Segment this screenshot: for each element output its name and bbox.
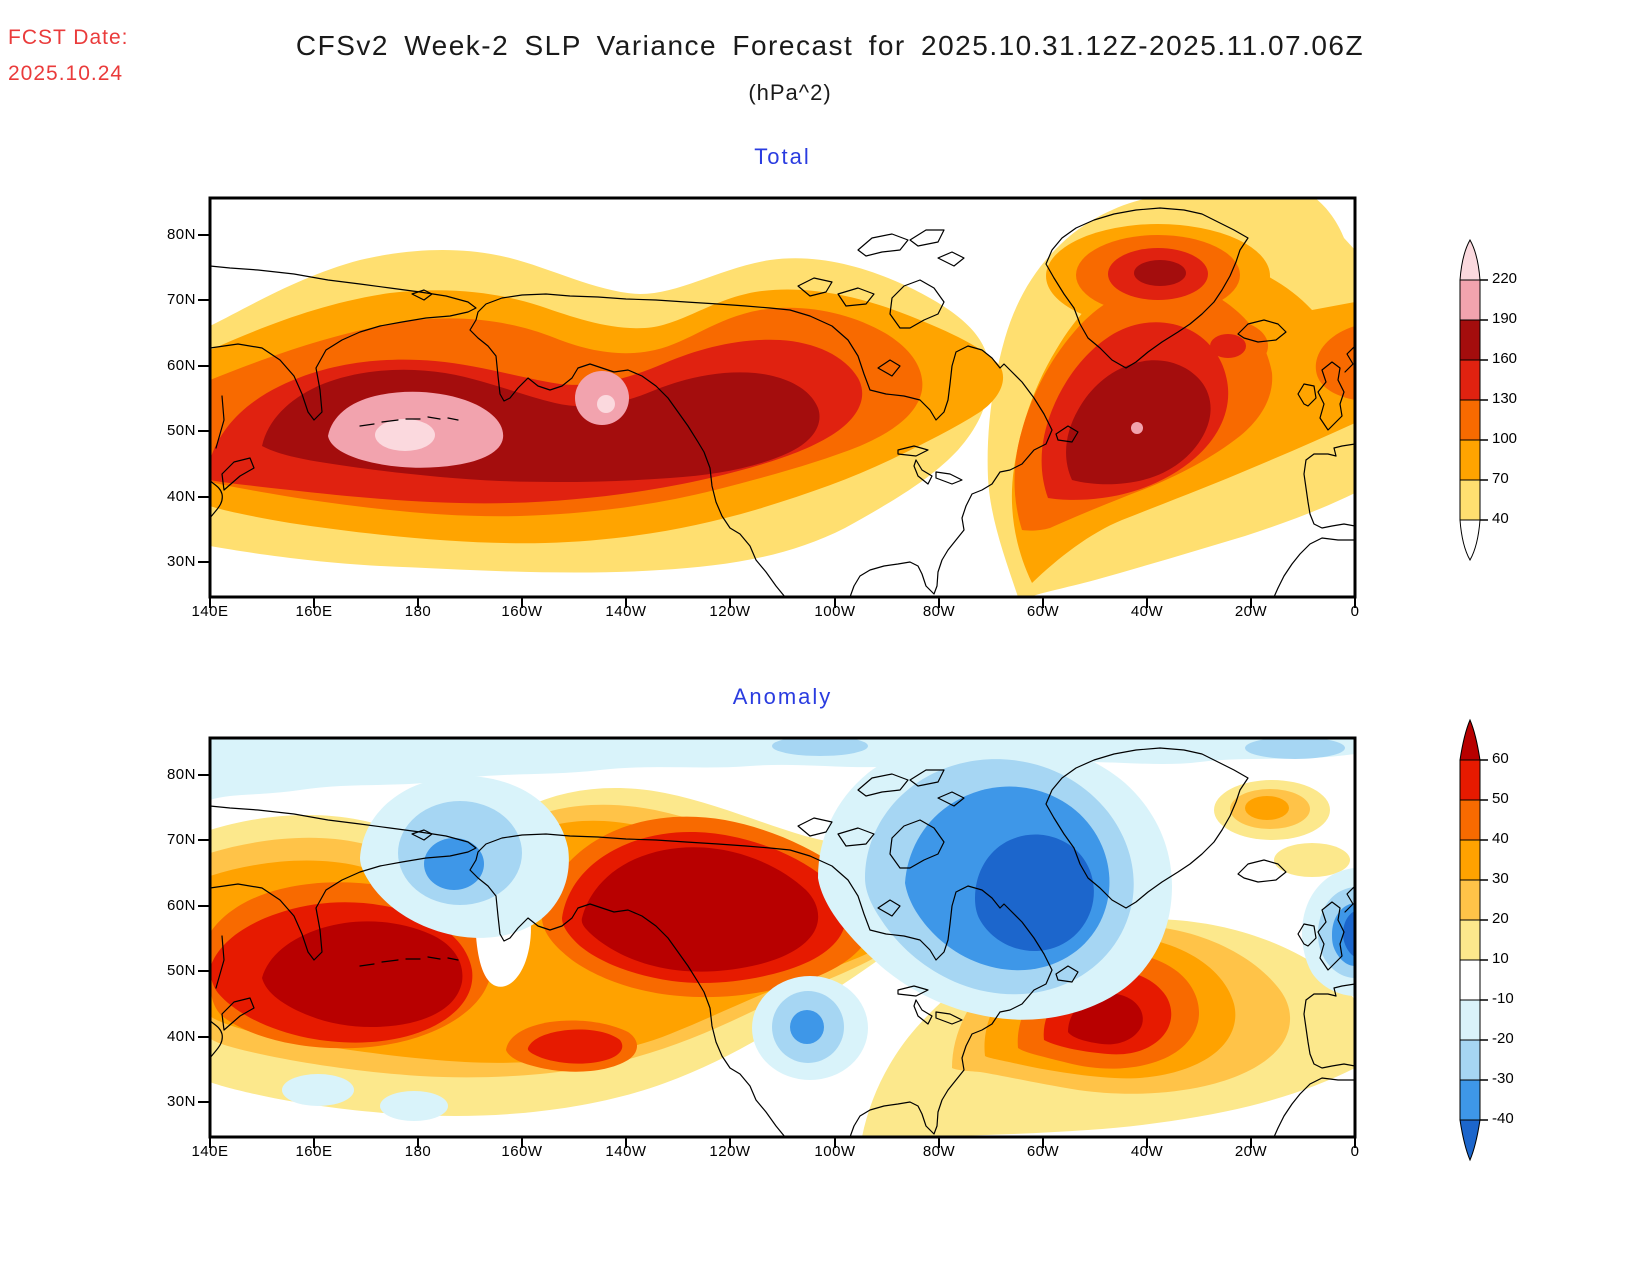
total-axis-ticks (198, 234, 1356, 608)
y-tick-label: 30N (166, 553, 196, 570)
colorbar-tick-label: 100 (1492, 430, 1518, 447)
colorbar-tick-label: 30 (1492, 870, 1509, 887)
x-tick-label: 180 (404, 603, 432, 620)
x-tick-label: 100W (814, 603, 856, 620)
y-tick-label: 50N (166, 962, 196, 979)
x-tick-label: 160E (295, 1143, 333, 1160)
colorbar-tick-label: 20 (1492, 910, 1509, 927)
fcst-date-label: FCST Date: (8, 26, 129, 49)
colorbar-tick-label: 220 (1492, 270, 1518, 287)
x-tick-label: 160W (501, 603, 543, 620)
colorbar-tick-label: -40 (1492, 1110, 1514, 1127)
colorbar-tick-label: 190 (1492, 310, 1518, 327)
colorbar-tick-label: 40 (1492, 510, 1509, 527)
colorbar-tick-label: 160 (1492, 350, 1518, 367)
x-tick-label: 80W (922, 603, 956, 620)
colorbar-tick-label: 10 (1492, 950, 1509, 967)
total-contour-fills (210, 198, 1355, 597)
x-tick-label: 140W (605, 603, 647, 620)
x-tick-label: 160W (501, 1143, 543, 1160)
x-tick-label: 20W (1234, 1143, 1268, 1160)
x-tick-label: 0 (1350, 1143, 1360, 1160)
x-tick-label: 40W (1130, 1143, 1164, 1160)
colorbar-tick-label: 70 (1492, 470, 1509, 487)
anomaly-map-frame (208, 736, 1357, 1139)
colorbar-tick-label: 60 (1492, 750, 1509, 767)
colorbar-tick-label: 50 (1492, 790, 1509, 807)
y-tick-label: 50N (166, 422, 196, 439)
y-tick-label: 60N (166, 897, 196, 914)
colorbar-tick-label: -30 (1492, 1070, 1514, 1087)
page-title: CFSv2 Week-2 SLP Variance Forecast for 2… (295, 30, 1365, 61)
y-tick-label: 30N (166, 1093, 196, 1110)
y-tick-label: 80N (166, 226, 196, 243)
y-tick-label: 70N (166, 831, 196, 848)
anomaly-contour-fills (210, 738, 1355, 1137)
anomaly-colorbar (1459, 718, 1488, 1162)
anomaly-map-canvas (198, 736, 1357, 1148)
x-tick-label: 60W (1026, 1143, 1060, 1160)
total-colorbar (1459, 238, 1488, 562)
x-tick-label: 140W (605, 1143, 647, 1160)
colorbar-tick-label: -20 (1492, 1030, 1514, 1047)
x-tick-label: 40W (1130, 603, 1164, 620)
x-tick-label: 120W (709, 603, 751, 620)
panel-title-total: Total (754, 144, 811, 169)
colorbar-tick-label: -10 (1492, 990, 1514, 1007)
total-map-canvas (198, 196, 1357, 608)
x-tick-label: 180 (404, 1143, 432, 1160)
y-tick-label: 40N (166, 1028, 196, 1045)
y-tick-label: 40N (166, 488, 196, 505)
y-tick-label: 80N (166, 766, 196, 783)
y-tick-label: 70N (166, 291, 196, 308)
panel-title-anomaly: Anomaly (732, 684, 833, 709)
x-tick-label: 120W (709, 1143, 751, 1160)
fcst-date-value: 2025.10.24 (8, 62, 124, 85)
page-units-subtitle: (hPa^2) (748, 80, 832, 105)
colorbar-tick-label: 40 (1492, 830, 1509, 847)
anomaly-axis-ticks (198, 774, 1356, 1148)
x-tick-label: 160E (295, 603, 333, 620)
y-tick-label: 60N (166, 357, 196, 374)
x-tick-label: 0 (1350, 603, 1360, 620)
x-tick-label: 60W (1026, 603, 1060, 620)
colorbar-tick-label: 130 (1492, 390, 1518, 407)
x-tick-label: 80W (922, 1143, 956, 1160)
x-tick-label: 140E (191, 603, 229, 620)
x-tick-label: 100W (814, 1143, 856, 1160)
total-map-frame (208, 196, 1357, 599)
x-tick-label: 20W (1234, 603, 1268, 620)
x-tick-label: 140E (191, 1143, 229, 1160)
